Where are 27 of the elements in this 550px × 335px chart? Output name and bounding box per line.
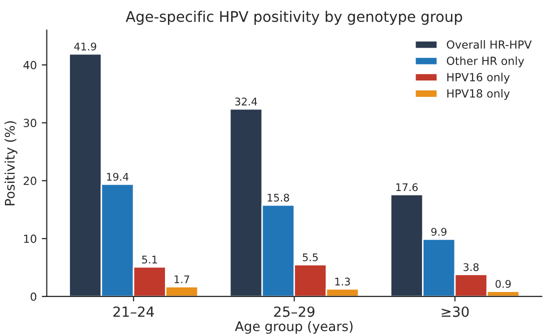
y-tick-label: 30 <box>24 118 36 128</box>
chart-title: Age-specific HPV positivity by genotype group <box>126 10 462 25</box>
data-label: 32.4 <box>235 98 258 106</box>
x-tick-label: 21–24 <box>113 306 154 317</box>
x-axis-title: Age group (years) <box>234 321 353 334</box>
x-tick-label: 25–29 <box>274 306 314 317</box>
data-label: 15.8 <box>268 194 290 202</box>
x-tick-label: ≥30 <box>442 306 469 317</box>
data-label: 3.8 <box>464 263 479 272</box>
y-axis-title: Positivity (%) <box>4 121 18 206</box>
legend-label: Other HR only <box>446 56 524 68</box>
y-tick-label: 0 <box>30 292 36 301</box>
y-tick-label: 20 <box>24 176 36 186</box>
legend-label: HPV18 only <box>447 89 510 100</box>
data-label: 9.9 <box>431 228 446 236</box>
legend-label: HPV16 only <box>447 72 510 84</box>
y-tick-label: 10 <box>24 234 36 243</box>
data-label: 5.1 <box>142 256 157 264</box>
data-label: 1.7 <box>174 275 190 284</box>
data-label: 5.5 <box>302 253 318 262</box>
data-label: 0.9 <box>496 280 511 288</box>
legend-label: Overall HR-HPV <box>446 40 532 49</box>
y-tick-label: 40 <box>23 60 36 70</box>
data-label: 41.9 <box>74 42 96 50</box>
data-label: 19.4 <box>107 172 128 181</box>
data-label: 1.3 <box>335 278 350 286</box>
data-label: 17.6 <box>396 183 418 192</box>
